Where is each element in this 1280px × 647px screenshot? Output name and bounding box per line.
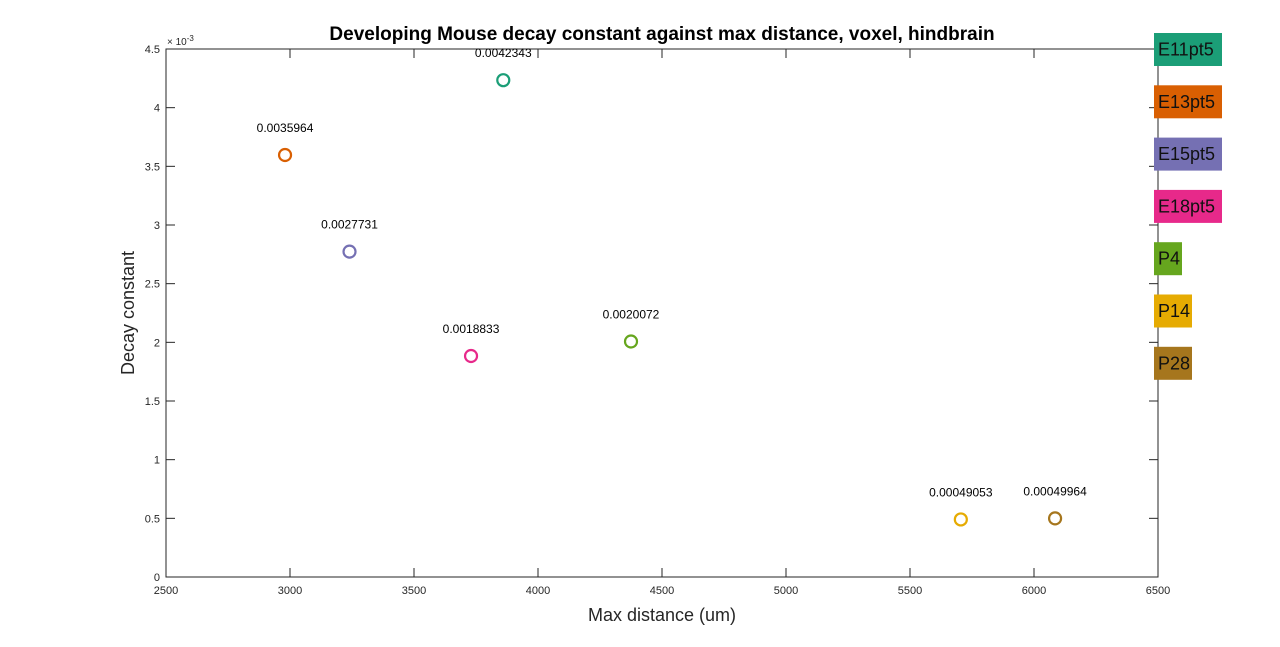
legend-label: E13pt5	[1158, 92, 1215, 112]
data-label-e18pt5: 0.0018833	[443, 322, 500, 336]
legend-item-e13pt5: E13pt5	[1154, 85, 1222, 119]
y-tick-label: 3.5	[145, 161, 160, 173]
data-label-e13pt5: 0.0035964	[257, 121, 314, 135]
data-label-e15pt5: 0.0027731	[321, 218, 378, 232]
y-tick-label: 4	[154, 103, 160, 115]
legend-swatch	[1154, 346, 1192, 380]
data-label-e11pt5: 0.0042343	[475, 46, 532, 60]
x-tick-label: 3000	[278, 585, 302, 597]
y-tick-label: 3	[154, 220, 160, 232]
y-tick-label: 4.5	[145, 44, 160, 56]
data-points: 0.0042343 0.0035964 0.0027731 0.0018833 0.00…	[257, 46, 1087, 527]
legend-swatch	[1154, 33, 1222, 66]
x-tick-labels: 2500 3000 3500 4000 4500 5000 5500 6000 6500	[154, 585, 1170, 597]
legend-swatch	[1154, 294, 1192, 328]
legend-item-e18pt5: E18pt5	[1154, 189, 1222, 223]
y-tick-label: 2.5	[145, 279, 160, 291]
data-point-e18pt5	[463, 348, 479, 364]
legend-swatch	[1154, 189, 1222, 223]
legend-item-e15pt5: E15pt5	[1154, 137, 1222, 171]
legend-item-p28: P28	[1154, 346, 1192, 380]
legend-item-p4: P4	[1154, 242, 1182, 276]
x-axis-label: Max distance (um)	[588, 605, 736, 625]
data-point-p14	[953, 512, 968, 527]
data-label-p4: 0.0020072	[603, 307, 660, 321]
legend-label: E15pt5	[1158, 144, 1215, 164]
x-tick-label: 5500	[898, 585, 922, 597]
chart-title: Developing Mouse decay constant against …	[329, 24, 994, 45]
y-tick-labels: 0 0.5 1 1.5 2 2.5 3 3.5 4 4.5	[145, 44, 160, 584]
y-axis-label: Decay constant	[118, 251, 138, 375]
legend-swatch	[1154, 137, 1222, 171]
y-tick-label: 1.5	[145, 396, 160, 408]
y-tick-label: 1	[154, 455, 160, 467]
y-tick-label: 0	[154, 572, 160, 584]
data-point-e15pt5	[342, 244, 357, 259]
legend-label: P28	[1158, 353, 1190, 373]
x-tick-label: 4000	[526, 585, 550, 597]
x-tick-label: 4500	[650, 585, 674, 597]
y-tick-label: 2	[154, 337, 160, 349]
legend: E11pt5 E13pt5 E15pt5 E18pt5 P4 P14 P28	[1154, 33, 1222, 380]
legend-label: E11pt5	[1158, 40, 1214, 60]
data-point-p28	[1047, 511, 1063, 526]
y-tick-label: 0.5	[145, 513, 160, 525]
x-tick-label: 3500	[402, 585, 426, 597]
legend-label: P14	[1158, 301, 1190, 321]
legend-item-e11pt5: E11pt5	[1154, 33, 1222, 66]
legend-item-p14: P14	[1154, 294, 1192, 328]
legend-label: P4	[1158, 249, 1180, 269]
data-point-p4	[623, 334, 639, 349]
plot-area	[165, 48, 1159, 578]
legend-label: E18pt5	[1158, 196, 1215, 216]
y-multiplier: × 10-3	[167, 34, 194, 48]
data-point-e13pt5	[277, 147, 293, 163]
x-tick-label: 2500	[154, 585, 178, 597]
x-tick-label: 6500	[1146, 585, 1170, 597]
x-tick-label: 6000	[1022, 585, 1046, 597]
data-point-e11pt5	[496, 73, 511, 88]
data-label-p28: 0.00049964	[1023, 484, 1087, 498]
data-label-p14: 0.00049053	[929, 485, 993, 499]
x-tick-label: 5000	[774, 585, 798, 597]
legend-swatch	[1154, 85, 1222, 119]
legend-swatch	[1154, 242, 1182, 276]
